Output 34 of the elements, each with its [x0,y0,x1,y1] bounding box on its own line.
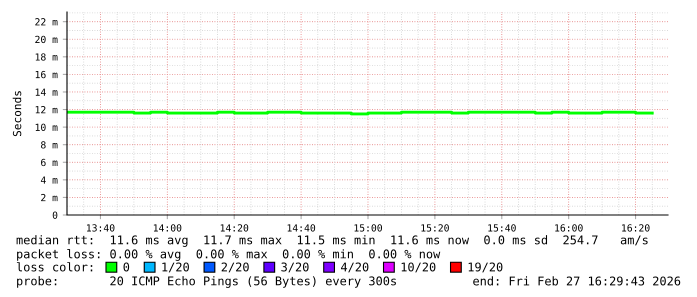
text: packet loss: 0.00 % avg 0.00 % max 0.00 % min 0.00 % now [17,249,440,261]
y-axis-title: Seconds [12,91,22,136]
x-tick-label: 14:00 [154,224,182,232]
y-tick-label: 10 m [36,124,58,131]
y-tick-label: 0 [52,212,58,219]
y-tick-label: 6 m [41,158,58,166]
x-tick-label: 16:00 [555,224,583,232]
y-tick-label: 8 m [41,141,58,149]
y-tick-label: 12 m [36,106,58,114]
legend-label: 3/20 [281,262,309,272]
text: end: Fri Feb 27 16:29:43 2026 [473,276,680,286]
y-tick-label: 18 m [36,53,58,61]
legend-label: 19/20 [468,262,502,272]
y-tick-label: 22 m [35,18,58,26]
text: probe: 20 ICMP Echo Pings (56 Bytes) every 300s [17,276,396,288]
legend-title: loss color: [16,262,92,272]
x-tick-label: 15:20 [421,224,449,232]
x-tick-label: 16:20 [622,224,650,232]
x-tick-label: 15:40 [488,224,516,232]
x-tick-label: 15:00 [354,224,382,232]
x-tick-label: 14:20 [220,224,248,232]
text: median rtt: 11.6 ms avg 11.7 ms max 11.5 ms min 11.6 ms now 0.0 ms sd 254.7 am/s [16,235,648,247]
y-tick-label: 4 m [40,176,58,184]
y-tick-label: 2 m [41,194,58,202]
legend-label: 4/20 [341,262,368,272]
legend-label: 10/20 [402,262,436,272]
y-tick-label: 20 m [35,36,58,44]
legend-label: 2/20 [222,262,249,272]
x-tick-label: 14:40 [288,224,316,232]
x-tick-label: 13:40 [86,224,114,232]
y-tick-label: 16 m [36,70,58,78]
legend-label: 1/20 [162,262,189,272]
y-tick-label: 14 m [36,88,58,96]
legend-label: 0 [124,262,130,272]
